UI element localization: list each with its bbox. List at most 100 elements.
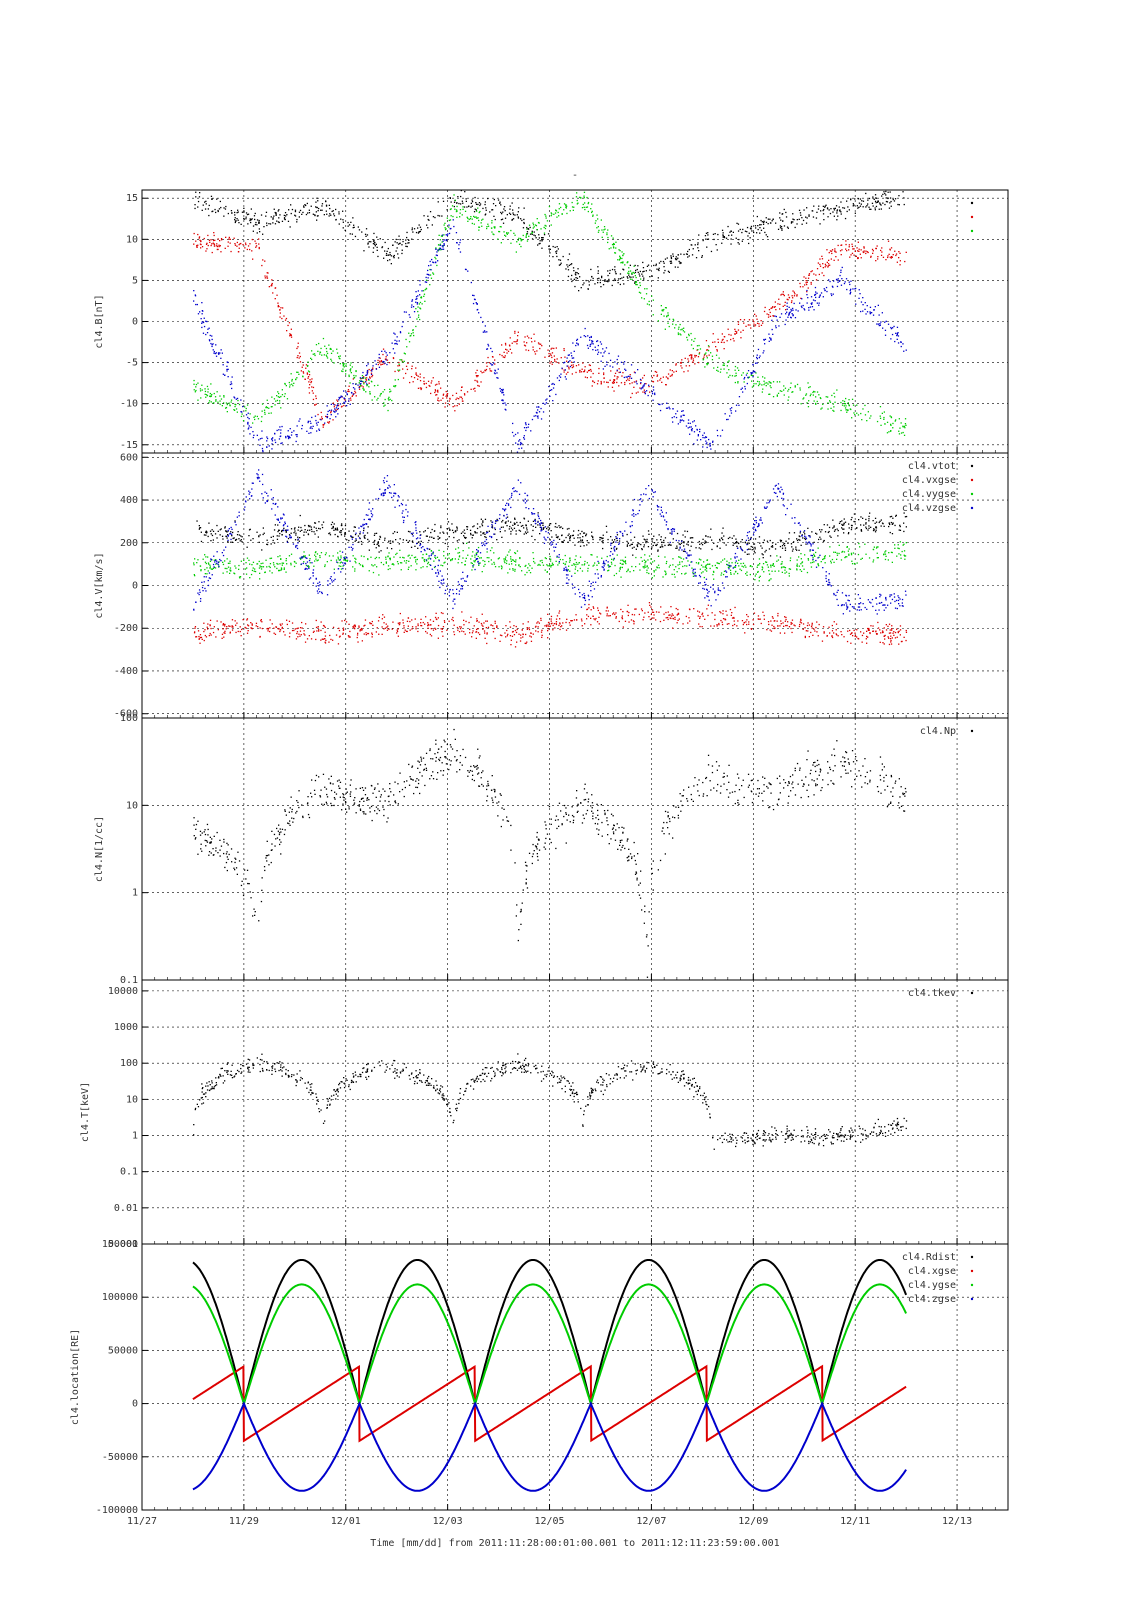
data-point — [264, 260, 266, 262]
data-point — [276, 220, 278, 222]
data-point — [504, 530, 506, 532]
data-point — [652, 399, 654, 401]
data-point — [294, 214, 296, 216]
data-point — [890, 515, 893, 518]
data-point — [518, 440, 520, 442]
data-point — [315, 206, 317, 208]
data-point — [646, 303, 649, 305]
data-point — [566, 528, 569, 530]
data-point — [384, 404, 386, 406]
data-point — [597, 353, 599, 355]
data-point — [515, 341, 517, 343]
data-point — [750, 536, 752, 539]
data-point — [505, 521, 507, 523]
data-point — [679, 419, 681, 421]
data-point — [518, 237, 520, 239]
data-point — [518, 529, 520, 531]
data-point — [607, 386, 609, 388]
data-point — [634, 281, 636, 283]
data-point — [845, 278, 848, 280]
data-point — [567, 534, 569, 537]
data-point — [415, 372, 417, 374]
data-point — [790, 621, 792, 624]
data-point — [523, 518, 526, 520]
data-point — [631, 382, 633, 384]
data-point — [802, 398, 804, 400]
data-point — [207, 535, 209, 538]
data-point — [792, 309, 794, 311]
data-point — [758, 536, 761, 538]
data-point — [898, 257, 900, 259]
data-point — [607, 274, 609, 277]
data-point — [285, 531, 287, 533]
data-point — [855, 255, 857, 257]
data-point — [277, 524, 279, 526]
data-point — [803, 308, 805, 310]
data-point — [804, 309, 806, 311]
data-point — [378, 633, 380, 635]
data-point — [411, 365, 413, 367]
data-point — [626, 262, 628, 264]
data-point — [270, 412, 272, 414]
data-point — [307, 376, 310, 378]
data-point — [736, 545, 738, 547]
data-point — [500, 242, 502, 244]
data-point — [766, 313, 768, 315]
data-point — [748, 232, 750, 234]
data-point — [417, 387, 420, 389]
data-point — [770, 339, 772, 341]
data-point — [410, 333, 413, 335]
data-point — [627, 375, 630, 377]
data-point — [220, 528, 222, 530]
data-point — [816, 391, 819, 393]
data-point — [837, 278, 839, 280]
data-point — [410, 546, 413, 548]
data-point — [548, 248, 550, 250]
data-point — [590, 335, 592, 338]
data-point — [353, 224, 355, 226]
data-point — [475, 375, 478, 377]
data-point — [568, 354, 570, 356]
data-point — [241, 411, 243, 413]
data-point — [312, 425, 314, 427]
data-point — [339, 396, 342, 398]
data-point — [543, 526, 545, 529]
data-point — [247, 421, 249, 424]
data-point — [663, 539, 665, 542]
data-point — [340, 524, 343, 527]
data-point — [667, 312, 669, 314]
data-point — [510, 521, 512, 523]
data-point — [312, 386, 315, 389]
data-point — [579, 276, 581, 278]
data-point — [429, 211, 432, 213]
data-point — [894, 340, 896, 343]
legend-marker — [970, 215, 974, 219]
data-point — [379, 536, 382, 538]
data-point — [828, 526, 831, 529]
data-point — [517, 211, 519, 213]
data-point — [799, 539, 801, 541]
data-point — [213, 350, 215, 353]
data-point — [398, 364, 401, 367]
data-point — [411, 541, 414, 543]
data-point — [655, 544, 658, 547]
data-point — [543, 232, 546, 234]
data-point — [754, 225, 757, 227]
data-point — [342, 370, 344, 373]
data-point — [629, 276, 631, 278]
data-point — [824, 206, 826, 208]
data-point — [236, 241, 238, 244]
data-point — [660, 606, 662, 608]
data-point — [644, 391, 646, 393]
data-point — [442, 393, 445, 395]
data-point — [317, 210, 319, 212]
data-point — [610, 235, 613, 237]
data-point — [487, 345, 490, 347]
data-point — [525, 422, 527, 424]
data-point — [495, 205, 497, 207]
data-point — [831, 249, 834, 251]
data-point — [240, 399, 242, 401]
data-point — [621, 257, 623, 260]
data-point — [840, 409, 842, 412]
data-point — [605, 347, 608, 349]
